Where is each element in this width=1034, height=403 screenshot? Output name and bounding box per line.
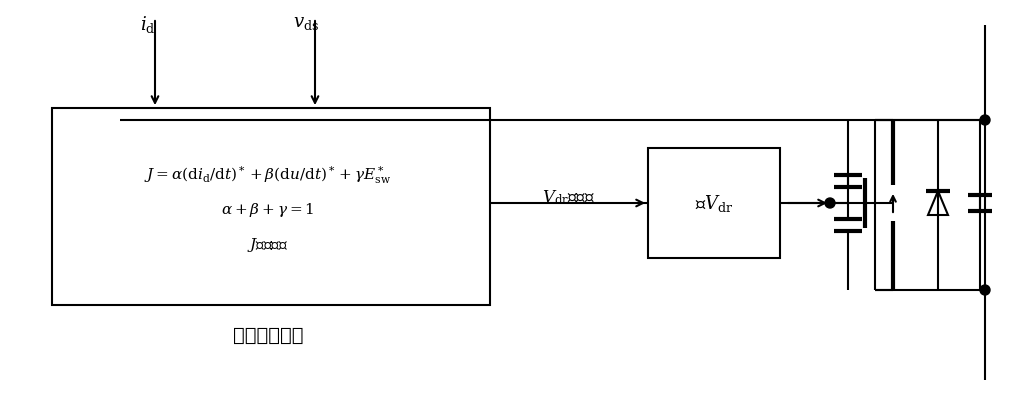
Text: $V_\mathrm{dr}$参考値: $V_\mathrm{dr}$参考値: [542, 189, 595, 208]
Text: $J$取最小値: $J$取最小値: [247, 236, 288, 254]
Bar: [52, 108, 490, 305]
Text: $i_\mathrm{d}$: $i_\mathrm{d}$: [141, 14, 156, 35]
Bar: [648, 148, 780, 258]
Text: $v_\mathrm{ds}$: $v_\mathrm{ds}$: [293, 14, 320, 32]
Text: $J=\alpha(\mathrm{d}i_\mathrm{d}/\mathrm{d}t)^*+\beta(\mathrm{d}u/\mathrm{d}t)^*: $J=\alpha(\mathrm{d}i_\mathrm{d}/\mathrm…: [145, 164, 392, 186]
Circle shape: [825, 198, 835, 208]
Circle shape: [980, 285, 990, 295]
Text: 变$V_\mathrm{dr}$: 变$V_\mathrm{dr}$: [695, 193, 733, 214]
Circle shape: [980, 115, 990, 125]
Text: 代价函数迭代: 代价函数迭代: [233, 326, 303, 345]
Text: $\alpha+\beta +\gamma=1$: $\alpha+\beta +\gamma=1$: [221, 201, 314, 219]
